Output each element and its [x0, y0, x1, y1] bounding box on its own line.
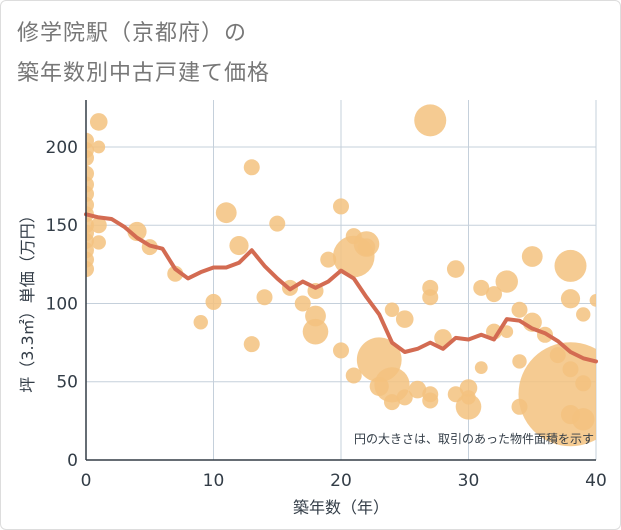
bubble-point — [86, 261, 94, 278]
x-tick-label: 40 — [585, 471, 607, 491]
y-tick-label: 200 — [46, 138, 78, 158]
bubble-point — [554, 249, 587, 282]
bubble-point — [384, 302, 400, 317]
bubble-point — [589, 293, 596, 307]
bubble-point — [576, 307, 591, 322]
y-tick-label: 150 — [46, 216, 78, 236]
bubble-point — [512, 354, 527, 369]
bubble-point — [345, 367, 362, 384]
bubble-point — [518, 342, 596, 447]
y-tick-label: 100 — [46, 294, 78, 314]
bubble-point — [333, 342, 349, 359]
bubble-point — [193, 315, 208, 330]
trend-line — [84, 212, 598, 364]
x-tick-label: 30 — [458, 471, 480, 491]
grid-lines — [86, 100, 597, 460]
bubble-point — [408, 380, 427, 399]
bubble-point — [302, 318, 329, 345]
x-axis-label: 築年数（年） — [293, 498, 389, 517]
bubble-point — [422, 289, 439, 306]
bubble-point — [89, 113, 108, 131]
x-tick-label: 0 — [81, 471, 92, 491]
x-tick-label: 20 — [330, 471, 352, 491]
bubble-point — [92, 140, 106, 154]
bubble-point — [396, 389, 413, 406]
bubble-point — [446, 260, 465, 278]
bubble-point — [434, 329, 452, 347]
chart-title-line-2: 築年数別中古戸建て価格 — [17, 61, 271, 86]
bubble-point — [256, 289, 273, 306]
bubble-point — [455, 393, 482, 420]
y-tick-label: 0 — [67, 451, 78, 471]
bubble-point — [205, 293, 222, 310]
bubble-point — [294, 295, 311, 312]
bubble-point — [229, 235, 249, 256]
bubble-point — [86, 149, 94, 166]
bubble-point — [384, 394, 400, 411]
bubble-point — [511, 301, 528, 318]
bubble-point — [486, 286, 502, 303]
bubble-point — [560, 289, 581, 309]
bubble-point — [500, 325, 514, 339]
bubble-point — [357, 238, 376, 256]
bubble-point — [91, 235, 106, 250]
bubble-point — [90, 217, 107, 234]
bubble-point — [473, 279, 490, 296]
bubble-point — [215, 202, 237, 224]
bubble-point — [127, 221, 147, 242]
bubble-point — [414, 104, 447, 137]
bubble-point — [243, 159, 260, 176]
bubble-point — [422, 392, 439, 409]
chart-title-line-1: 修学院駅（京都府）の — [17, 21, 248, 46]
bubble-point — [395, 310, 414, 328]
bubble-point — [269, 215, 286, 232]
trend-series — [84, 212, 598, 364]
axes: 0 10 20 30 40 0 50 100 150 200 — [46, 100, 607, 491]
bubble-point — [572, 408, 595, 431]
bubble-size-note: 円の大きさは、取引のあった物件面積を示す — [354, 431, 594, 446]
bubble-point — [320, 251, 337, 268]
x-tick-label: 10 — [203, 471, 225, 491]
bubble-point — [495, 270, 518, 293]
bubble-point — [243, 336, 260, 353]
bubble-point — [474, 361, 488, 375]
y-tick-label: 50 — [56, 373, 78, 393]
bubble-point — [521, 246, 543, 267]
bubble-point — [575, 375, 592, 392]
y-axis-label: 坪（3.3㎡）単価（万円） — [18, 207, 37, 392]
bubble-point — [333, 198, 349, 215]
